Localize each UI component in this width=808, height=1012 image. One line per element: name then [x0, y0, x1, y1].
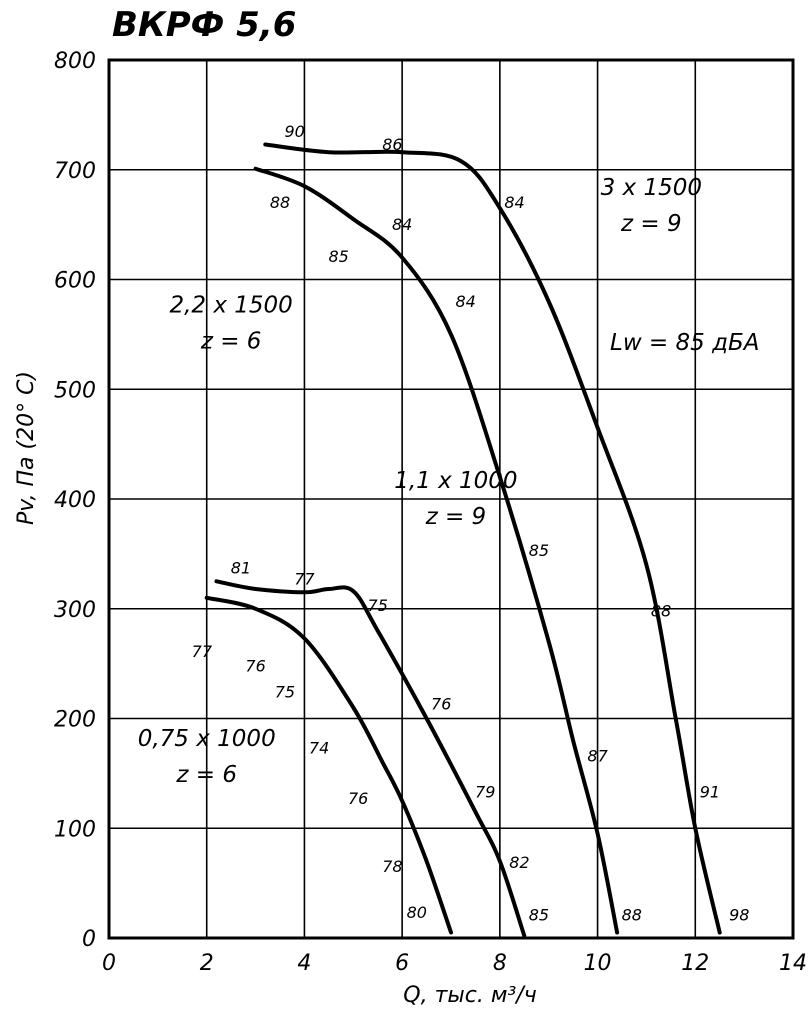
- series-name-label: 3 x 1500: [601, 175, 702, 201]
- sound-power-label: Lw = 85 дБА: [610, 330, 760, 356]
- y-tick-label: 300: [54, 598, 96, 623]
- series-z-label: z = 9: [425, 504, 487, 530]
- y-tick-label: 200: [54, 708, 96, 733]
- series-z-label: z = 9: [620, 211, 682, 237]
- curve-series-1: [204, 595, 453, 935]
- series-name-label: 1,1 x 1000: [394, 468, 517, 494]
- noise-label: 84: [392, 215, 412, 234]
- x-tick-label: 2: [200, 951, 214, 976]
- y-tick-label: 800: [54, 49, 96, 74]
- series-z-label: z = 6: [175, 762, 237, 788]
- noise-label: 85: [529, 541, 549, 560]
- y-tick-label: 400: [54, 488, 96, 513]
- performance-curves: [204, 142, 722, 938]
- noise-label: 76: [348, 789, 368, 808]
- noise-label: 88: [622, 905, 642, 924]
- noise-label: 82: [509, 853, 529, 872]
- y-tick-label: 0: [82, 927, 96, 952]
- curve-series-4: [263, 142, 722, 935]
- curve-series-2: [214, 579, 527, 938]
- noise-label: 88: [270, 193, 290, 212]
- x-tick-label: 12: [681, 951, 709, 976]
- noise-label: 76: [431, 695, 451, 714]
- series-z-label: z = 6: [200, 328, 262, 354]
- noise-label: 75: [275, 683, 295, 702]
- noise-label: 81: [231, 559, 251, 578]
- series-name-label: 0,75 x 1000: [138, 726, 276, 752]
- x-tick-label: 6: [395, 951, 409, 976]
- x-tick-labels: 0 2 4 6 8 10 12 14: [102, 951, 807, 976]
- x-tick-label: 0: [102, 951, 116, 976]
- curve-series-3: [253, 166, 620, 935]
- chart-title: ВКРФ 5,6: [112, 5, 296, 45]
- y-tick-labels: 0 100 200 300 400 500 600 700 800: [54, 49, 96, 952]
- noise-label: 98: [729, 905, 749, 924]
- noise-label: 87: [587, 746, 608, 765]
- noise-label: 79: [475, 783, 495, 802]
- x-tick-label: 4: [297, 951, 311, 976]
- noise-label: 74: [309, 739, 329, 758]
- plot-frame: [107, 58, 795, 940]
- series-labels: 0,75 x 1000 z = 6 1,1 x 1000 z = 9 2,2 x 150…: [138, 175, 702, 788]
- noise-label: 77: [294, 570, 315, 589]
- y-axis-label: Pv, Па (20° С): [14, 371, 39, 525]
- x-tick-label: 8: [493, 951, 507, 976]
- y-tick-label: 100: [54, 817, 96, 842]
- x-tick-label: 10: [584, 951, 612, 976]
- noise-label: 77: [192, 642, 213, 661]
- noise-label: 86: [382, 135, 402, 154]
- noise-level-labels: 90 86 84 88 84 85 84 85 88 81 77 75 77 76 75 76 74 87 79 91…: [192, 122, 750, 925]
- noise-label: 80: [407, 903, 427, 922]
- series-name-label: 2,2 x 1500: [169, 292, 292, 318]
- noise-label: 88: [651, 601, 671, 620]
- noise-label: 76: [245, 656, 265, 675]
- x-tick-label: 14: [779, 951, 807, 976]
- y-tick-label: 600: [54, 269, 96, 294]
- noise-label: 84: [504, 193, 524, 212]
- noise-label: 90: [284, 122, 304, 141]
- noise-label: 91: [700, 783, 720, 802]
- noise-label: 78: [382, 857, 402, 876]
- noise-label: 75: [368, 596, 388, 615]
- noise-label: 85: [328, 247, 348, 266]
- y-tick-label: 700: [54, 159, 96, 184]
- noise-label: 84: [455, 292, 475, 311]
- noise-label: 85: [529, 905, 549, 924]
- x-axis-label: Q, тыс. м³/ч: [403, 983, 536, 1008]
- y-tick-label: 500: [54, 378, 96, 403]
